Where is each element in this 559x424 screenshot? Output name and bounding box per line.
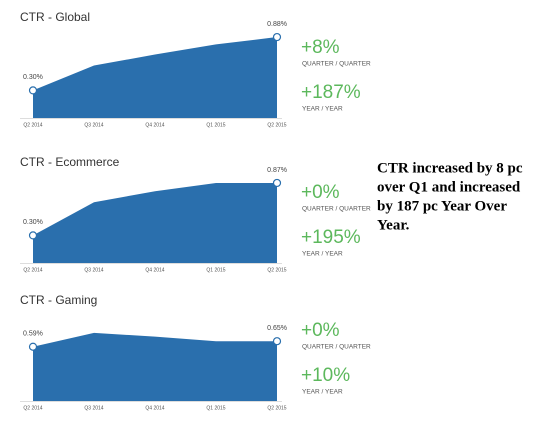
data-label: 0.30% — [23, 74, 43, 81]
point-marker — [28, 86, 38, 95]
x-tick-label: Q1 2015 — [206, 405, 225, 411]
point-marker — [272, 178, 282, 188]
x-tick-label: Q2 2014 — [23, 267, 42, 273]
area — [33, 332, 277, 401]
chart-title: CTR - Gaming — [20, 293, 97, 307]
x-tick-label: Q2 2014 — [23, 405, 42, 411]
stat-value: +10% — [301, 365, 350, 386]
x-tick-label: Q3 2014 — [84, 405, 103, 411]
x-tick-label: Q2 2014 — [23, 122, 42, 128]
stat-label: QUARTER / QUARTER — [302, 344, 371, 351]
x-tick-label: Q3 2014 — [84, 122, 103, 128]
stat-label: YEAR / YEAR — [302, 251, 343, 258]
annotation-line: by 187 pc Year Over — [377, 198, 507, 214]
x-tick-label: Q1 2015 — [206, 267, 225, 273]
data-label: 0.59% — [23, 331, 43, 338]
data-label: 0.65% — [267, 325, 287, 332]
x-tick-label: Q2 2015 — [267, 405, 286, 411]
area — [33, 37, 277, 118]
stat-label: YEAR / YEAR — [302, 389, 343, 396]
data-label: 0.87% — [267, 167, 287, 174]
data-label: 0.30% — [23, 219, 43, 226]
stat-label: QUARTER / QUARTER — [302, 61, 371, 68]
stat-label: YEAR / YEAR — [302, 106, 343, 113]
data-label: 0.88% — [267, 21, 287, 28]
point-marker — [28, 342, 38, 351]
point-marker — [272, 32, 282, 42]
stat-value: +8% — [301, 37, 340, 58]
x-tick-label: Q4 2014 — [145, 267, 164, 273]
stat-value: +0% — [301, 320, 340, 341]
x-tick-label: Q3 2014 — [84, 267, 103, 273]
area — [33, 182, 277, 263]
x-tick-label: Q2 2015 — [267, 267, 286, 273]
stat-label: QUARTER / QUARTER — [302, 206, 371, 213]
stat-value: +195% — [301, 227, 361, 248]
point-marker — [272, 337, 282, 346]
chart-title: CTR - Global — [20, 10, 90, 24]
x-tick-label: Q1 2015 — [206, 122, 225, 128]
stat-value: +0% — [301, 182, 340, 203]
annotation-line: CTR increased by 8 pc — [377, 160, 523, 176]
chart-title: CTR - Ecommerce — [20, 155, 120, 169]
x-tick-label: Q4 2014 — [145, 122, 164, 128]
point-marker — [28, 231, 38, 240]
annotation-line: over Q1 and increased — [377, 179, 521, 195]
annotation-line: Year. — [377, 217, 410, 233]
stat-value: +187% — [301, 82, 361, 103]
x-tick-label: Q4 2014 — [145, 405, 164, 411]
x-tick-label: Q2 2015 — [267, 122, 286, 128]
